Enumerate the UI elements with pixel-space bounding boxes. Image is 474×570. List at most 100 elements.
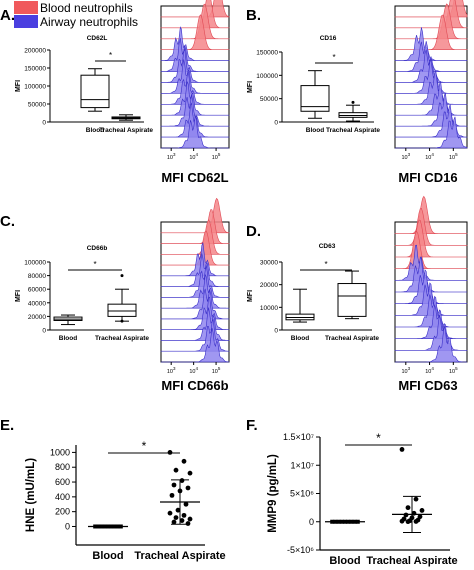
histogram-x-tick-label: 104 (189, 152, 198, 161)
histogram-trace-airway (394, 69, 468, 105)
x-tick-label: Tracheal Aspirate (326, 127, 380, 134)
y-tick-label: 100000 (24, 84, 46, 91)
histogram-x-tick-label: 105 (449, 152, 458, 161)
histogram-x-tick-label: 105 (212, 152, 221, 161)
histogram-trace-airway (160, 48, 230, 83)
legend-label-blood: Blood neutrophils (40, 1, 133, 15)
x-tick-label: Tracheal Aspirate (325, 335, 379, 342)
histogram-trace-blood (160, 0, 230, 29)
data-point (399, 518, 405, 524)
panel-letter-a: A. (0, 7, 15, 24)
tick-exponent: 5 (218, 366, 221, 371)
y-tick-label: 0 (42, 120, 46, 127)
data-point (181, 458, 187, 464)
histogram-x-tick-label: 103 (401, 152, 410, 161)
x-tick-label: Blood (291, 335, 309, 342)
data-point (185, 485, 191, 491)
y-tick-label: 60000 (28, 287, 46, 294)
histogram-trace-airway (394, 81, 468, 116)
data-point (179, 518, 185, 523)
panel-letter-f: F. (246, 417, 258, 434)
boxplot-title: CD63 (319, 243, 336, 250)
data-point (171, 482, 177, 488)
y-tick-label: 50000 (260, 96, 278, 103)
x-tick-label: Tracheal Aspirate (134, 550, 225, 562)
panel-letter-b: B. (246, 7, 261, 24)
x-tick-label: Blood (306, 127, 324, 134)
boxplot-title: CD16 (320, 35, 337, 42)
significance-star: * (93, 260, 96, 269)
histogram-trace-blood (395, 219, 467, 258)
histogram-trace-blood (394, 230, 468, 269)
histogram-trace-airway (160, 38, 230, 72)
y-tick-label: -5×10⁶ (287, 545, 314, 555)
y-axis-label: MFI (15, 290, 22, 302)
histogram-x-tick-label: 103 (167, 152, 176, 161)
y-tick-label: 800 (55, 462, 70, 472)
histogram-trace-airway (160, 273, 230, 309)
data-point (419, 508, 425, 513)
box-iqr (300, 85, 330, 112)
histogram-trace-airway (394, 59, 468, 94)
y-tick-label: 5×10⁶ (290, 489, 314, 499)
boxplot-d: 0 10000 20000 30000 MFI CD63 Blood Tracheal Asp… (247, 243, 379, 342)
legend: Blood neutrophils Airway neutrophils (14, 1, 138, 29)
y-tick-label: 0 (65, 521, 70, 531)
y-tick-label: 20000 (28, 314, 46, 321)
data-point (173, 467, 179, 473)
y-axis-label: MFI (247, 81, 254, 93)
boxplot-c: 0 20000 40000 60000 80000 100000 MFI CD66b Blood… (15, 245, 149, 342)
histogram-trace-airway (160, 253, 230, 287)
y-tick-label: 100000 (256, 73, 278, 80)
hist-label-d: MFI CD63 (398, 378, 457, 393)
box-iqr (285, 313, 315, 321)
data-point (175, 507, 181, 513)
y-tick-label: 10000 (260, 305, 278, 312)
tick-exponent: 5 (455, 152, 458, 157)
significance-star: * (109, 51, 112, 60)
box-iqr (337, 283, 367, 317)
panel-letter-c: C. (0, 213, 15, 230)
y-tick-label: 100000 (24, 260, 46, 267)
data-point (185, 521, 191, 526)
y-tick-label: 0 (274, 120, 278, 127)
histogram-c: 103 104 105 (160, 197, 230, 375)
data-point (167, 510, 173, 516)
histogram-trace-airway (160, 242, 230, 277)
histogram-trace-blood (160, 219, 230, 255)
x-tick-label: Blood (92, 550, 123, 562)
box-outlier (120, 274, 124, 278)
histogram-trace-airway (160, 70, 230, 105)
y-tick-label: 150000 (256, 50, 278, 57)
y-tick-label: 400 (55, 492, 70, 502)
x-tick-label: Tracheal Aspirate (366, 555, 457, 567)
boxplot-a: 0 50000 100000 150000 200000 MFI CD62L BloodTra… (15, 35, 153, 134)
box-outlier (351, 100, 355, 104)
legend-swatch-blood (14, 1, 38, 14)
y-tick-label: 50000 (28, 102, 46, 109)
box-iqr (107, 303, 137, 317)
histogram-trace-airway (160, 80, 230, 116)
data-point (187, 516, 193, 522)
data-point (171, 519, 177, 525)
scatter-f: -5×10⁶ 0 5×10⁶ 1×10⁷ 1.5×10⁷ MMP9 (pg/mL) Bloo… (267, 431, 458, 567)
histogram-trace-airway (161, 116, 229, 149)
significance-star: * (332, 53, 335, 62)
legend-swatch-airway (14, 15, 38, 28)
y-axis-label: MMP9 (pg/mL) (267, 454, 279, 533)
significance-star: * (324, 260, 327, 269)
tick-exponent: 3 (408, 152, 411, 157)
histogram-trace-airway (394, 244, 468, 281)
legend-label-airway: Airway neutrophils (40, 15, 138, 29)
histogram-trace-airway (395, 325, 467, 363)
histogram-x-tick-label: 105 (449, 366, 458, 375)
data-point (167, 450, 173, 455)
histogram-a: 103 104 105 (160, 0, 230, 161)
y-tick-label: 40000 (28, 300, 46, 307)
tick-exponent: 4 (195, 366, 198, 371)
y-tick-label: 200000 (24, 48, 46, 55)
x-tick-label: Blood (86, 127, 104, 134)
histogram-trace-airway (395, 116, 468, 149)
tick-exponent: 4 (195, 152, 198, 157)
